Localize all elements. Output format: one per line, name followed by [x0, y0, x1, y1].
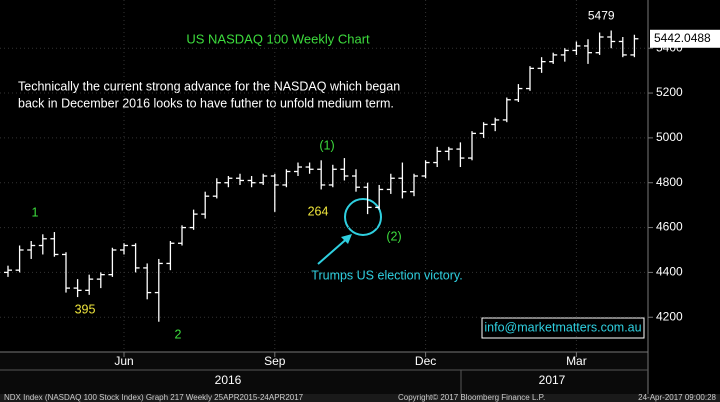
y-tick-label: 5000 [656, 130, 683, 144]
chart-title: US NASDAQ 100 Weekly Chart [186, 31, 370, 46]
footer-center: Copyright© 2017 Bloomberg Finance L.P. [398, 393, 545, 402]
footer-left: NDX Index (NASDAQ 100 Stock Index) Graph… [4, 393, 304, 402]
commentary-line: Technically the current strong advance f… [18, 79, 400, 93]
y-tick-label: 4200 [656, 309, 683, 323]
annotation: (1) [319, 138, 334, 152]
high-label: 5479 [588, 9, 615, 23]
footer-right: 24-Apr-2017 09:00:28 [638, 393, 716, 402]
annotation: Trumps US election victory. [311, 268, 462, 282]
y-tick-label: 4600 [656, 220, 683, 234]
annotation: 264 [308, 204, 329, 218]
y-tick-label: 4400 [656, 265, 683, 279]
annotation: (2) [386, 229, 401, 243]
watermark: info@marketmatters.com.au [484, 320, 641, 334]
commentary-line: back in December 2016 looks to have futh… [18, 96, 394, 110]
annotation: 2 [175, 327, 182, 341]
footer-band [0, 394, 720, 402]
highlight-circle [344, 198, 382, 236]
annotation: 1 [32, 205, 39, 219]
arrow-head [341, 234, 352, 244]
x-tick-label: Jun [114, 354, 133, 368]
x-tick-label: Sep [264, 354, 286, 368]
year-label: 2016 [215, 373, 242, 387]
watermark-box [481, 317, 645, 339]
year-label: 2017 [539, 373, 566, 387]
y-tick-label: 4800 [656, 175, 683, 189]
annotation: 395 [75, 302, 96, 316]
arrow-line [317, 235, 351, 265]
last-price-box [650, 29, 720, 48]
y-tick-label: 5200 [656, 85, 683, 99]
last-price-label: 5442.0488 [654, 31, 711, 45]
x-tick-label: Mar [566, 354, 587, 368]
x-tick-label: Dec [415, 354, 436, 368]
x-axis-band [0, 352, 648, 394]
